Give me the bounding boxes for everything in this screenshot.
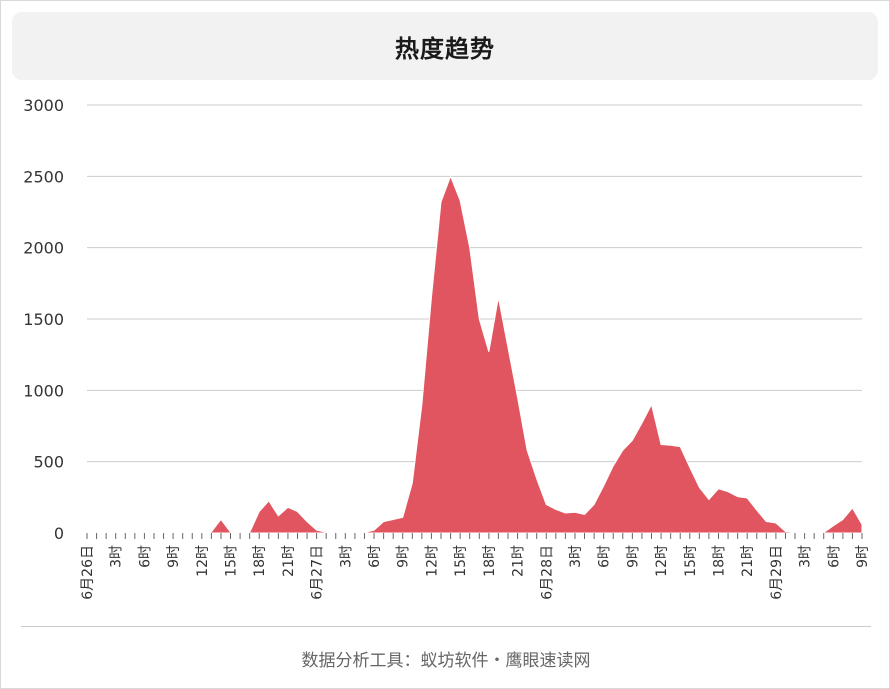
x-tick-label: 21时 bbox=[511, 545, 527, 577]
y-tick-label: 2500 bbox=[23, 167, 64, 186]
x-tick-label: 15时 bbox=[224, 545, 240, 577]
x-tick-label: 12时 bbox=[654, 545, 670, 577]
x-tick-label: 6月28日 bbox=[539, 545, 555, 600]
y-axis-ticks: 0 500 1000 1500 2000 2500 3000 bbox=[23, 96, 64, 543]
x-tick-label: 18时 bbox=[711, 545, 727, 577]
y-tick-label: 2000 bbox=[23, 239, 64, 258]
x-tick-label: 21时 bbox=[740, 545, 756, 577]
x-tick-label: 18时 bbox=[482, 545, 498, 577]
x-tick-label: 12时 bbox=[424, 545, 440, 577]
y-tick-label: 0 bbox=[54, 524, 64, 543]
x-tick-label: 6时 bbox=[597, 545, 613, 568]
x-tick-label: 6时 bbox=[367, 545, 383, 568]
y-tick-label: 1500 bbox=[23, 310, 64, 329]
footer-divider bbox=[21, 626, 871, 627]
x-tick-label: 3时 bbox=[798, 545, 814, 568]
title-bar: 热度趋势 bbox=[12, 12, 878, 80]
heat-area-series bbox=[87, 174, 863, 534]
x-tick-label: 9时 bbox=[396, 545, 412, 568]
x-tick-label: 6时 bbox=[826, 545, 842, 568]
area-chart: 0 500 1000 1500 2000 2500 3000 6月26日 3时 6时 9时 12时 1… bbox=[23, 96, 871, 600]
chart-title: 热度趋势 bbox=[395, 34, 495, 63]
x-tick-label: 18时 bbox=[252, 545, 268, 577]
x-tick-label: 6月26日 bbox=[80, 545, 96, 600]
x-tick-label: 6时 bbox=[137, 545, 153, 568]
x-tick-label: 9时 bbox=[166, 545, 182, 568]
x-tick-label: 3时 bbox=[568, 545, 584, 568]
x-tick-label: 9时 bbox=[625, 545, 641, 568]
x-tick-label: 21时 bbox=[281, 545, 297, 577]
x-tick-label: 6月29日 bbox=[769, 545, 785, 600]
x-tick-label: 12时 bbox=[195, 545, 211, 577]
y-tick-label: 3000 bbox=[23, 96, 64, 115]
footer-credit: 数据分析工具：蚁坊软件・鹰眼速读网 bbox=[301, 651, 591, 671]
x-tick-label: 9时 bbox=[855, 545, 871, 568]
x-tick-label: 3时 bbox=[338, 545, 354, 568]
x-axis: 6月26日 3时 6时 9时 12时 15时 18时 21时 6月27日 3时 6时 9时 12时 15时… bbox=[80, 533, 871, 600]
x-tick-label: 15时 bbox=[683, 545, 699, 577]
x-tick-label: 6月27日 bbox=[310, 545, 326, 600]
y-tick-label: 500 bbox=[33, 453, 64, 472]
y-tick-label: 1000 bbox=[23, 381, 64, 400]
x-tick-label: 15时 bbox=[453, 545, 469, 577]
x-tick-label: 3时 bbox=[109, 545, 125, 568]
